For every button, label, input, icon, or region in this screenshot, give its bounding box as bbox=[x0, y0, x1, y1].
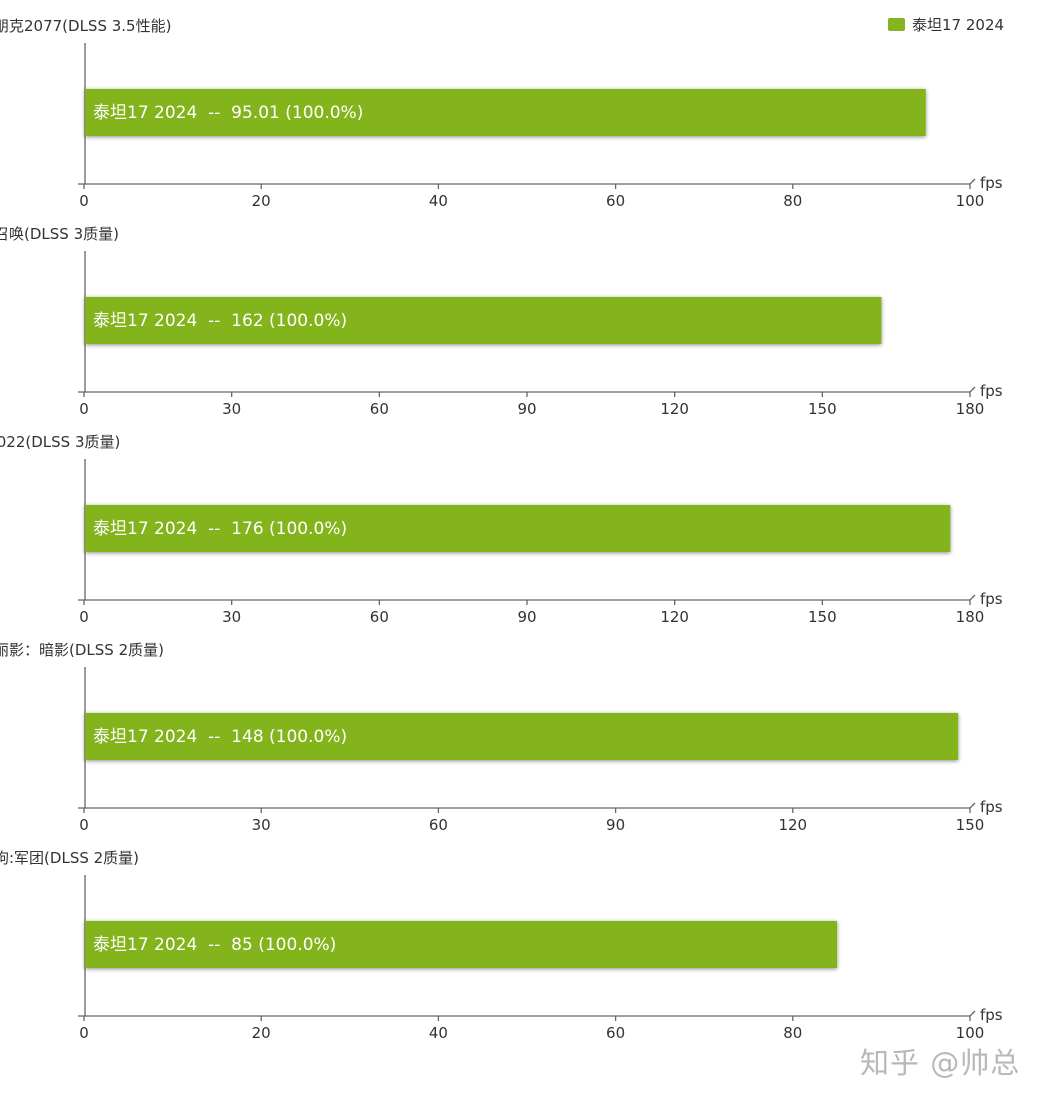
chart-title: 赛博朋克2077(DLSS 3.5性能) bbox=[0, 17, 171, 35]
x-tick-label: 60 bbox=[370, 400, 389, 418]
x-tick-label: 60 bbox=[429, 816, 448, 834]
x-tick-label: 60 bbox=[370, 608, 389, 626]
x-tick-label: 100 bbox=[956, 1024, 985, 1042]
chart-title: 使命召唤(DLSS 3质量) bbox=[0, 225, 119, 243]
x-tick-label: 90 bbox=[517, 400, 536, 418]
x-tick-label: 0 bbox=[79, 608, 89, 626]
x-tick-label: 40 bbox=[429, 192, 448, 210]
legend[interactable]: 泰坦17 2024 bbox=[888, 14, 1004, 35]
x-tick-label: 60 bbox=[606, 1024, 625, 1042]
bar bbox=[85, 921, 838, 968]
x-axis-unit: fps bbox=[980, 174, 1003, 192]
x-tick-label: 150 bbox=[808, 608, 837, 626]
x-axis-end bbox=[969, 386, 976, 393]
watermark: 知乎 @帅总 bbox=[860, 1046, 1021, 1080]
x-tick-label: 80 bbox=[783, 192, 802, 210]
x-tick-label: 0 bbox=[79, 1024, 89, 1042]
bar bbox=[85, 713, 959, 760]
bar-label: 泰坦17 2024 -- 148 (100.0%) bbox=[93, 727, 347, 747]
x-tick-label: 40 bbox=[429, 1024, 448, 1042]
legend-label: 泰坦17 2024 bbox=[912, 16, 1005, 34]
x-axis-end bbox=[969, 594, 976, 601]
x-tick-label: 0 bbox=[79, 192, 89, 210]
x-tick-label: 80 bbox=[783, 1024, 802, 1042]
x-tick-label: 20 bbox=[252, 1024, 271, 1042]
x-tick-label: 180 bbox=[956, 608, 985, 626]
x-tick-label: 120 bbox=[778, 816, 807, 834]
chart-title: F1:2022(DLSS 3质量) bbox=[0, 433, 120, 451]
bar bbox=[85, 89, 926, 136]
bar bbox=[85, 505, 951, 552]
bar-label: 泰坦17 2024 -- 176 (100.0%) bbox=[93, 519, 347, 539]
x-tick-label: 120 bbox=[660, 608, 689, 626]
x-axis-unit: fps bbox=[980, 1006, 1003, 1024]
x-tick-label: 30 bbox=[252, 816, 271, 834]
bar-label: 泰坦17 2024 -- 85 (100.0%) bbox=[93, 935, 336, 955]
x-tick-label: 90 bbox=[517, 608, 536, 626]
bar bbox=[85, 297, 882, 344]
x-axis-unit: fps bbox=[980, 590, 1003, 608]
chart-title: 看门狗:军团(DLSS 2质量) bbox=[0, 849, 139, 867]
x-axis-unit: fps bbox=[980, 798, 1003, 816]
x-axis-unit: fps bbox=[980, 382, 1003, 400]
x-tick-label: 0 bbox=[79, 400, 89, 418]
chart-title: 古墓丽影：暗影(DLSS 2质量) bbox=[0, 641, 164, 659]
legend-swatch bbox=[888, 18, 905, 31]
x-tick-label: 20 bbox=[252, 192, 271, 210]
x-tick-label: 150 bbox=[808, 400, 837, 418]
bar-label: 泰坦17 2024 -- 95.01 (100.0%) bbox=[93, 103, 363, 123]
bar-label: 泰坦17 2024 -- 162 (100.0%) bbox=[93, 311, 347, 331]
x-tick-label: 100 bbox=[956, 192, 985, 210]
x-axis-end bbox=[969, 1010, 976, 1017]
x-tick-label: 60 bbox=[606, 192, 625, 210]
x-tick-label: 150 bbox=[956, 816, 985, 834]
x-tick-label: 30 bbox=[222, 400, 241, 418]
x-tick-label: 0 bbox=[79, 816, 89, 834]
x-tick-label: 180 bbox=[956, 400, 985, 418]
x-tick-label: 30 bbox=[222, 608, 241, 626]
x-tick-label: 90 bbox=[606, 816, 625, 834]
x-axis-end bbox=[969, 802, 976, 809]
x-axis-end bbox=[969, 178, 976, 185]
x-tick-label: 120 bbox=[660, 400, 689, 418]
